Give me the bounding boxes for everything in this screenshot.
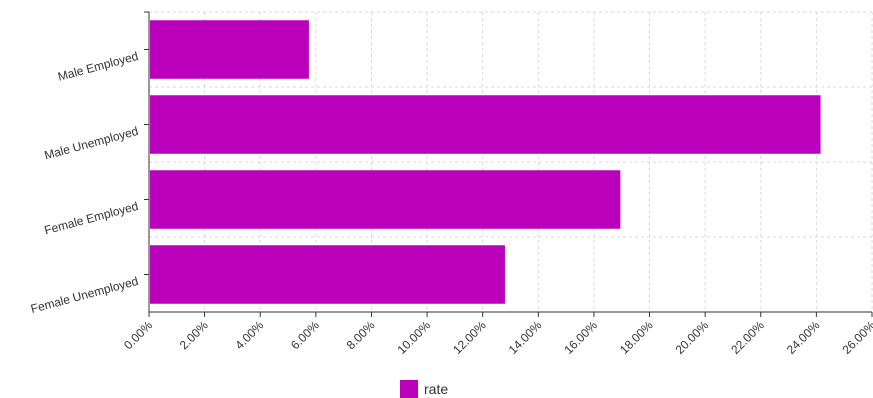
x-tick-label: 4.00% [232,318,266,352]
x-tick-label: 10.00% [395,318,434,357]
x-tick-label: 0.00% [121,318,155,352]
y-tick-label: Male Employed [56,49,140,84]
bars [150,20,821,304]
y-tick-label: Female Employed [43,199,140,238]
grid-lines [149,11,873,312]
y-tick-label: Female Unemployed [29,274,140,316]
y-tick-label: Male Unemployed [43,124,140,163]
bar[interactable] [150,95,821,154]
x-tick-label: 16.00% [561,318,600,357]
x-tick-label: 20.00% [673,318,712,357]
x-tick-label: 12.00% [450,318,489,357]
bar[interactable] [150,20,309,79]
y-ticks: Male Employed Male Unemployed Female Emplo… [29,11,149,316]
x-tick-label: 18.00% [617,318,656,357]
x-tick-label: 22.00% [728,318,767,357]
x-tick-label: 6.00% [288,318,322,352]
x-tick-label: 2.00% [177,318,211,352]
x-tick-label: 26.00% [839,318,873,357]
x-tick-label: 8.00% [344,318,378,352]
axes [148,12,872,313]
bar[interactable] [150,245,505,304]
x-tick-label: 14.00% [506,318,545,357]
x-ticks: 0.00% 2.00% 4.00% 6.00% 8.00% 10.00% 12.00% 14.… [121,312,873,357]
bar[interactable] [150,170,621,229]
legend-label: rate [424,381,449,397]
x-tick-label: 24.00% [784,318,823,357]
legend: rate [400,380,448,398]
legend-swatch [400,380,418,398]
